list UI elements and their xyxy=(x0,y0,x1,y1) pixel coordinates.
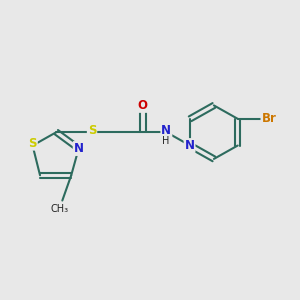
Text: CH₃: CH₃ xyxy=(50,203,68,214)
Text: S: S xyxy=(88,124,96,136)
Text: N: N xyxy=(184,139,194,152)
Text: N: N xyxy=(161,124,171,137)
Text: O: O xyxy=(138,99,148,112)
Text: H: H xyxy=(162,136,169,146)
Text: N: N xyxy=(74,142,84,155)
Text: Br: Br xyxy=(262,112,276,125)
Text: S: S xyxy=(28,137,37,150)
